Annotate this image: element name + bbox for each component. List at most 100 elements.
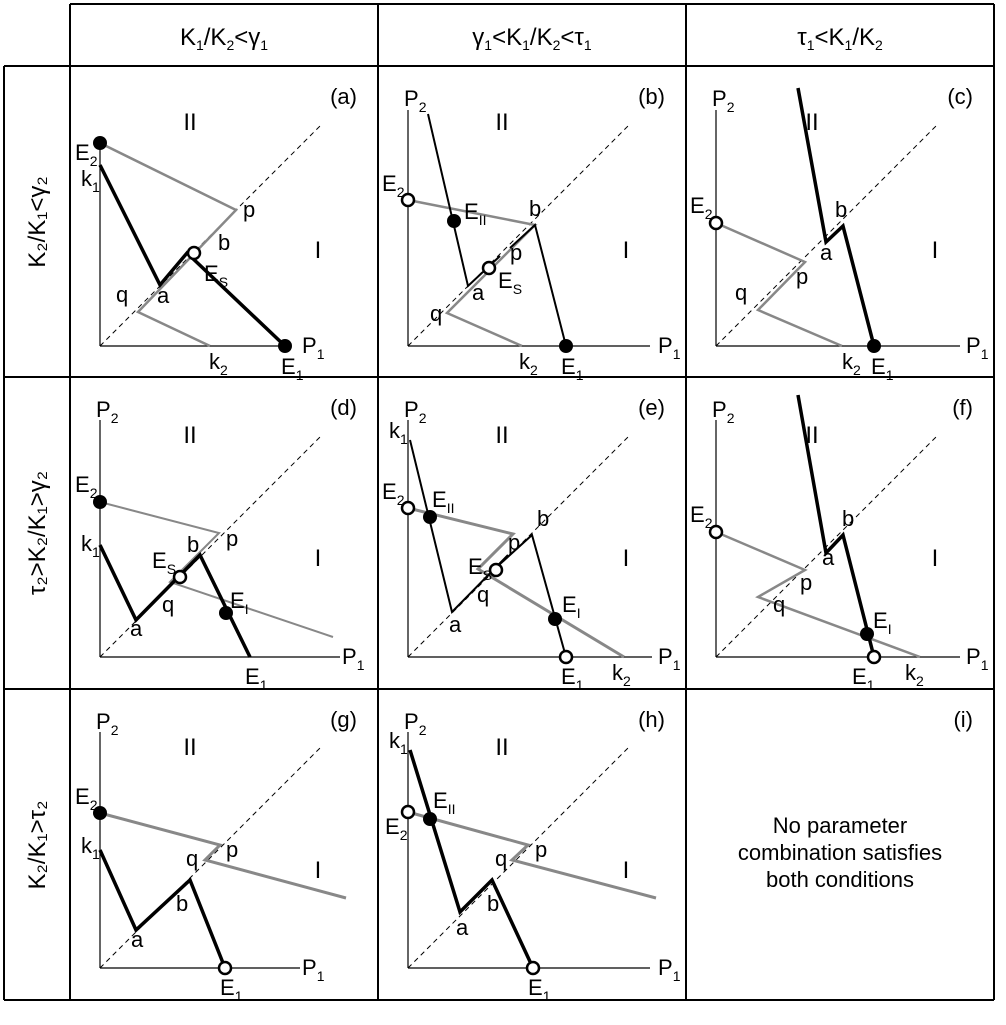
row-header-3: K₂/K₁>τ₂ (24, 801, 51, 890)
row-header-2: τ₂>K₂/K₁>γ₂ (24, 471, 51, 595)
svg-text:k1: k1 (81, 531, 100, 560)
svg-text:ES: ES (498, 268, 522, 297)
panel-a: (a) II I E2 k1 p b ES a q k2 E1 P1 (75, 84, 357, 383)
svg-text:EII: EII (433, 788, 455, 817)
svg-text:E2: E2 (690, 193, 713, 222)
svg-text:p: p (800, 570, 812, 595)
panel-g: (g) P2 II I E2 k1 p q b a E1 P1 (75, 707, 357, 1004)
svg-text:II: II (183, 734, 196, 761)
row-header-1: K₂/K₁<γ₂ (24, 176, 51, 267)
svg-text:q: q (477, 582, 489, 607)
column-header-1: K1/K2<γ1 (180, 24, 268, 53)
panel-h: (h) P2 II I k1 E2 EII p q b a E1 P1 (385, 707, 681, 1004)
svg-text:p: p (508, 530, 520, 555)
svg-text:I: I (315, 857, 322, 884)
svg-text:P1: P1 (302, 955, 325, 984)
svg-text:E2: E2 (385, 814, 408, 843)
column-header-3: τ1<K1/K2 (797, 24, 883, 53)
svg-text:b: b (487, 891, 499, 916)
svg-text:E1: E1 (220, 975, 243, 1004)
svg-text:EI: EI (873, 608, 892, 637)
svg-text:P1: P1 (302, 333, 325, 362)
svg-text:II: II (495, 422, 508, 449)
svg-text:p: p (796, 264, 808, 289)
svg-text:I: I (315, 237, 322, 264)
svg-text:k2: k2 (905, 660, 924, 689)
svg-text:q: q (773, 592, 785, 617)
svg-text:q: q (735, 280, 747, 305)
svg-text:q: q (116, 282, 128, 307)
svg-text:ES: ES (468, 554, 492, 583)
svg-text:EI: EI (562, 592, 581, 621)
column-header-2: γ1<K1/K2<τ1 (472, 24, 592, 53)
svg-text:E1: E1 (871, 354, 894, 383)
svg-text:k2: k2 (519, 349, 538, 378)
stable-equilibrium-marker (278, 339, 292, 353)
svg-text:ES: ES (204, 261, 228, 290)
panel-e: (e) P2 II I k1 E2 EII b p ES q a EI E1 k… (382, 395, 681, 693)
svg-text:E1: E1 (245, 664, 268, 693)
panel-d: (d) P2 II I E2 k1 p b ES q EI a E1 P1 (75, 395, 365, 693)
svg-text:p: p (226, 526, 238, 551)
svg-text:(f): (f) (952, 395, 973, 420)
svg-text:I: I (932, 237, 939, 264)
svg-text:p: p (510, 240, 522, 265)
svg-text:EII: EII (432, 487, 454, 516)
svg-text:(g): (g) (330, 707, 357, 732)
svg-text:E2: E2 (75, 472, 98, 501)
empty-message-line-3: both conditions (766, 867, 914, 892)
table-grid (3, 3, 995, 1001)
svg-text:I: I (932, 545, 939, 572)
svg-text:(i): (i) (953, 707, 973, 732)
svg-text:EI: EI (230, 588, 249, 617)
svg-text:II: II (183, 422, 196, 449)
svg-text:E2: E2 (75, 784, 98, 813)
svg-text:(d): (d) (330, 395, 357, 420)
svg-text:P2: P2 (712, 397, 735, 426)
empty-message-line-1: No parameter (773, 813, 908, 838)
svg-text:p: p (226, 837, 238, 862)
svg-text:(b): (b) (638, 84, 665, 109)
svg-text:a: a (472, 280, 485, 305)
svg-text:E1: E1 (281, 354, 304, 383)
svg-text:q: q (495, 846, 507, 871)
svg-text:E1: E1 (528, 975, 551, 1004)
svg-text:q: q (162, 592, 174, 617)
svg-text:b: b (835, 197, 847, 222)
svg-text:k2: k2 (209, 349, 228, 378)
svg-text:k1: k1 (81, 166, 100, 195)
svg-text:E2: E2 (382, 171, 405, 200)
svg-text:a: a (131, 927, 144, 952)
svg-text:E1: E1 (561, 354, 584, 383)
svg-text:b: b (537, 506, 549, 531)
svg-text:k1: k1 (81, 833, 100, 862)
svg-text:P2: P2 (404, 86, 427, 115)
panel-b: (b) P2 II I E2 EII b p ES a q k2 E1 P1 (382, 84, 681, 383)
svg-text:E1: E1 (852, 664, 875, 693)
svg-text:E2: E2 (75, 140, 98, 169)
svg-text:(c): (c) (947, 84, 973, 109)
svg-text:P2: P2 (96, 397, 119, 426)
svg-text:II: II (805, 109, 818, 136)
svg-text:q: q (186, 846, 198, 871)
svg-text:II: II (495, 109, 508, 136)
panel-i: (i) No parameter combination satisfies b… (738, 707, 973, 892)
svg-text:I: I (623, 237, 630, 264)
svg-text:a: a (130, 616, 143, 641)
svg-text:E2: E2 (690, 502, 713, 531)
svg-text:I: I (315, 545, 322, 572)
svg-text:p: p (535, 837, 547, 862)
unstable-equilibrium-marker (186, 245, 202, 261)
svg-text:P1: P1 (342, 644, 365, 673)
svg-text:p: p (243, 197, 255, 222)
svg-text:II: II (183, 109, 196, 136)
svg-text:P2: P2 (712, 86, 735, 115)
empty-message-line-2: combination satisfies (738, 840, 942, 865)
panel-f: (f) P2 II I E2 b a p q EI E1 k2 P1 (690, 394, 989, 693)
svg-text:I: I (623, 857, 630, 884)
svg-text:k1: k1 (389, 728, 408, 757)
svg-text:a: a (822, 545, 835, 570)
svg-text:k2: k2 (612, 660, 631, 689)
svg-text:k2: k2 (842, 349, 861, 378)
svg-text:P2: P2 (404, 709, 427, 738)
